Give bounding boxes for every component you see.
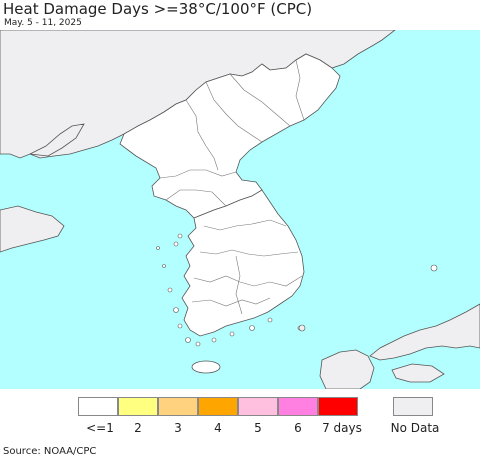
sk-province-lines [191,219,303,315]
date-range: May. 5 - 11, 2025 [4,18,82,28]
coastal-islands [156,233,438,347]
legend-label-5: 5 [254,421,262,435]
map-title: Heat Damage Days >=38°C/100°F (CPC) [3,0,313,18]
legend-label-4: 4 [214,421,222,435]
japan-islet [298,324,306,332]
legend-swatch-no-data [393,397,433,416]
legend-swatch-2 [118,397,158,416]
legend-label-1: <=1 [86,421,114,435]
legend: <=1 2 3 4 5 6 7 days No Data [0,397,480,442]
shandong-peninsula [0,205,65,253]
legend-swatch-4 [198,397,238,416]
legend-label-no-data: No Data [390,421,440,435]
north-korea [119,53,341,219]
nk-province-lines [159,59,305,207]
south-korea [181,189,305,337]
japan-kyushu [319,349,375,389]
legend-swatch-3 [158,397,198,416]
map-area[interactable] [0,30,480,389]
legend-swatch-6 [278,397,318,416]
legend-label-6: 6 [294,421,302,435]
legend-swatch-1 [78,397,118,416]
legend-swatch-5 [238,397,278,416]
liaodong-peninsula [28,123,85,157]
legend-swatch-7 [318,397,358,416]
legend-label-2: 2 [134,421,142,435]
legend-label-3: 3 [174,421,182,435]
map-svg [0,30,480,389]
legend-label-7: 7 days [322,421,362,435]
source-credit: Source: NOAA/CPC [3,446,97,457]
japan-shikoku [391,363,445,383]
jeju-island [191,360,221,374]
japan-honshu [369,303,480,361]
